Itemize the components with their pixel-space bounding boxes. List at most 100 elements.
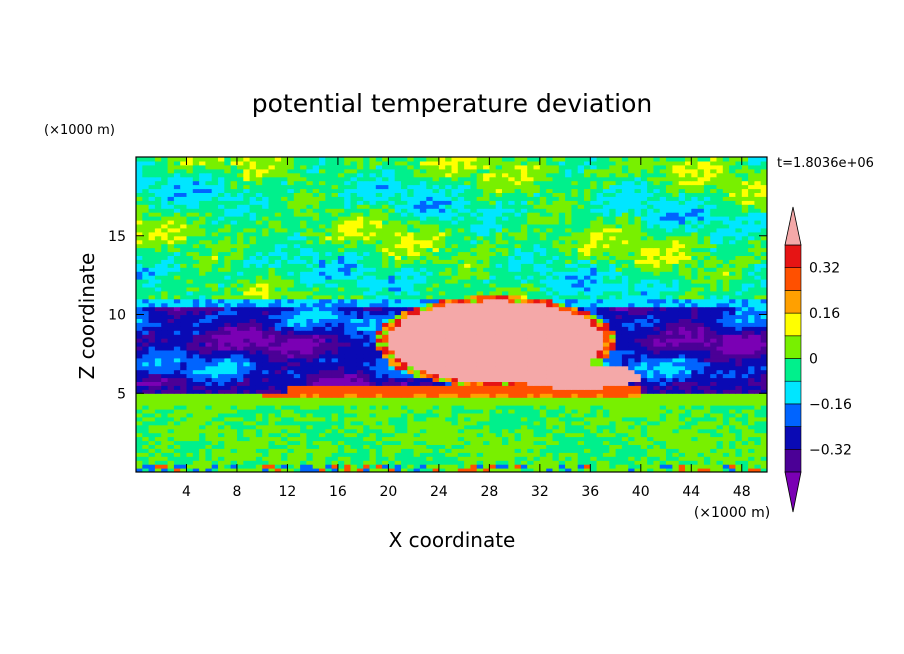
- field-cell: [255, 361, 263, 367]
- field-cell: [678, 279, 686, 284]
- field-cell: [154, 389, 162, 394]
- field-cell: [230, 448, 238, 453]
- field-cell: [192, 334, 200, 339]
- field-cell: [218, 432, 225, 438]
- field-cell: [211, 286, 219, 292]
- field-cell: [281, 310, 288, 316]
- field-cell: [634, 385, 642, 390]
- field-cell: [596, 349, 604, 355]
- field-cell: [596, 302, 604, 308]
- field-cell: [356, 428, 364, 434]
- field-cell: [186, 318, 194, 323]
- field-cell: [748, 342, 755, 347]
- field-cell: [218, 279, 225, 284]
- field-cell: [760, 369, 767, 375]
- field-cell: [413, 444, 421, 449]
- field-cell: [741, 389, 749, 394]
- field-cell: [173, 353, 181, 359]
- field-cell: [369, 432, 377, 438]
- field-cell: [470, 393, 478, 398]
- field-cell: [520, 452, 528, 457]
- field-cell: [432, 290, 440, 296]
- field-cell: [300, 420, 307, 426]
- field-cell: [274, 385, 282, 390]
- field-cell: [546, 428, 554, 434]
- field-cell: [451, 424, 459, 430]
- field-cell: [445, 464, 453, 469]
- field-cell: [470, 283, 478, 288]
- field-cell: [590, 353, 598, 359]
- field-cell: [533, 460, 541, 465]
- field-cell: [640, 318, 648, 323]
- field-cell: [628, 401, 636, 406]
- field-cell: [136, 322, 143, 327]
- field-cell: [281, 456, 288, 461]
- field-cell: [249, 342, 257, 347]
- field-cell: [539, 322, 547, 327]
- field-cell: [230, 283, 238, 288]
- field-cell: [735, 436, 743, 442]
- field-cell: [255, 448, 263, 453]
- field-cell: [495, 460, 503, 465]
- field-cell: [464, 416, 471, 422]
- field-cell: [300, 330, 307, 335]
- field-cell: [401, 409, 408, 414]
- field-cell: [621, 361, 629, 367]
- field-cell: [628, 405, 636, 410]
- field-cell: [495, 409, 503, 414]
- field-cell: [325, 294, 333, 300]
- field-cell: [186, 385, 194, 390]
- field-cell: [666, 440, 673, 445]
- field-cell: [413, 397, 421, 402]
- field-cell: [268, 283, 276, 288]
- field-cell: [647, 298, 654, 304]
- field-cell: [426, 310, 434, 316]
- field-cell: [722, 448, 730, 453]
- field-cell: [634, 456, 642, 461]
- field-cell: [647, 464, 654, 469]
- field-cell: [729, 330, 736, 335]
- field-cell: [350, 279, 358, 284]
- field-cell: [375, 357, 383, 363]
- field-cell: [293, 389, 301, 394]
- field-cell: [173, 409, 181, 414]
- field-cell: [445, 326, 453, 331]
- field-cell: [180, 432, 188, 438]
- field-cell: [375, 464, 383, 469]
- field-cell: [255, 405, 263, 410]
- field-cell: [527, 444, 535, 449]
- field-cell: [659, 448, 667, 453]
- field-cell: [552, 283, 560, 288]
- field-cell: [401, 385, 408, 390]
- field-cell: [653, 373, 661, 379]
- field-cell: [268, 342, 276, 347]
- field-cell: [722, 314, 730, 319]
- field-cell: [609, 283, 617, 288]
- field-cell: [489, 428, 497, 434]
- field-cell: [451, 310, 459, 316]
- field-cell: [577, 432, 585, 438]
- field-cell: [312, 338, 320, 343]
- field-cell: [154, 460, 162, 465]
- field-cell: [161, 346, 169, 351]
- field-cell: [356, 432, 364, 438]
- field-cell: [647, 302, 654, 308]
- field-cell: [546, 369, 554, 375]
- field-cell: [230, 389, 238, 394]
- field-cell: [199, 432, 206, 438]
- field-cell: [388, 322, 396, 327]
- field-cell: [571, 326, 579, 331]
- field-cell: [293, 349, 301, 355]
- field-cell: [363, 420, 371, 426]
- field-cell: [735, 385, 743, 390]
- field-cell: [672, 322, 680, 327]
- field-cell: [754, 444, 762, 449]
- field-cell: [590, 298, 598, 304]
- field-cell: [274, 381, 282, 386]
- field-cell: [640, 361, 648, 367]
- field-cell: [760, 448, 767, 453]
- field-cell: [678, 373, 686, 379]
- field-cell: [464, 342, 471, 347]
- field-cell: [173, 334, 181, 339]
- field-cell: [640, 330, 648, 335]
